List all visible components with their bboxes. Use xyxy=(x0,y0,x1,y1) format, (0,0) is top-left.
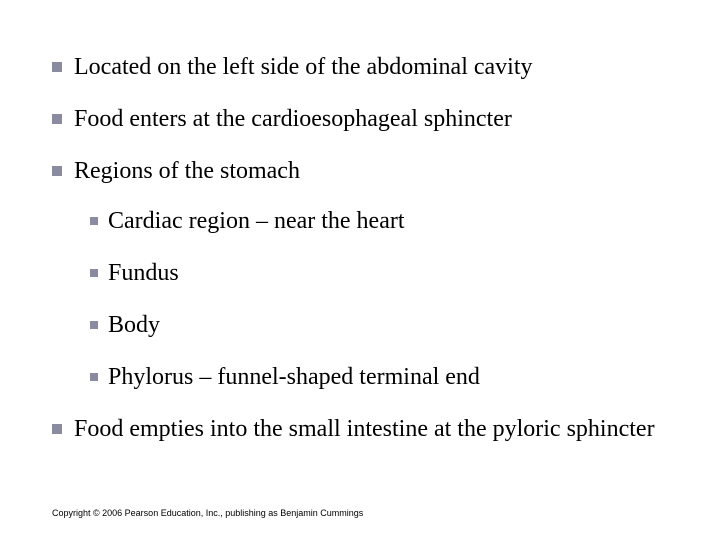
list-item: Cardiac region – near the heart xyxy=(90,206,668,236)
list-item-text: Cardiac region – near the heart xyxy=(108,206,405,236)
list-item-text: Body xyxy=(108,310,160,340)
list-item-text: Food empties into the small intestine at… xyxy=(74,414,655,444)
sub-bullet-list: Cardiac region – near the heart Fundus B… xyxy=(90,206,668,392)
list-item-text: Located on the left side of the abdomina… xyxy=(74,52,533,82)
list-item: Food empties into the small intestine at… xyxy=(52,414,668,444)
square-bullet-icon xyxy=(90,217,98,225)
square-bullet-icon xyxy=(52,166,62,176)
square-bullet-icon xyxy=(90,269,98,277)
list-item-text: Phylorus – funnel-shaped terminal end xyxy=(108,362,480,392)
list-item: Phylorus – funnel-shaped terminal end xyxy=(90,362,668,392)
list-item: Food enters at the cardioesophageal sphi… xyxy=(52,104,668,134)
square-bullet-icon xyxy=(90,373,98,381)
list-item-text: Food enters at the cardioesophageal sphi… xyxy=(74,104,512,134)
square-bullet-icon xyxy=(52,424,62,434)
copyright-text: Copyright © 2006 Pearson Education, Inc.… xyxy=(52,508,363,518)
square-bullet-icon xyxy=(90,321,98,329)
list-item: Fundus xyxy=(90,258,668,288)
bullet-list: Located on the left side of the abdomina… xyxy=(52,52,668,444)
slide: Located on the left side of the abdomina… xyxy=(0,0,720,540)
list-item: Located on the left side of the abdomina… xyxy=(52,52,668,82)
list-item: Regions of the stomach Cardiac region – … xyxy=(52,156,668,392)
list-item: Body xyxy=(90,310,668,340)
list-item-text: Fundus xyxy=(108,258,179,288)
square-bullet-icon xyxy=(52,114,62,124)
square-bullet-icon xyxy=(52,62,62,72)
list-item-text: Regions of the stomach xyxy=(74,156,300,186)
